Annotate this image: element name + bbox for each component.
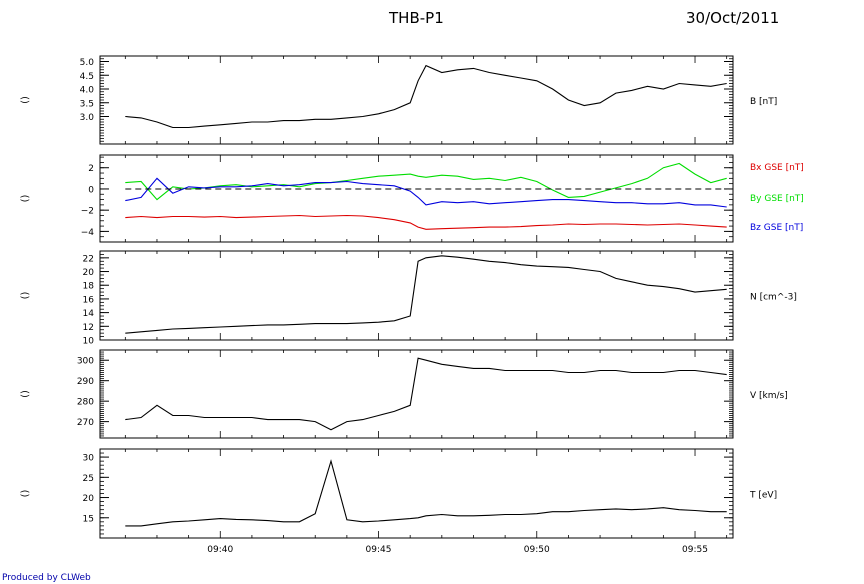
y-tick-label: 15 [83, 514, 94, 524]
y-tick-label: 22 [83, 254, 94, 264]
panel-1-frame [99, 55, 734, 145]
y-tick-label: 18 [83, 282, 95, 292]
legend-entry: By GSE [nT] [750, 194, 804, 204]
legend-entry: Bx GSE [nT] [750, 163, 804, 173]
series-line-by-gse-nt [125, 162, 727, 201]
chart-title: THB-P1 [389, 9, 444, 27]
series-label: N [cm^-3] [750, 293, 797, 303]
y-tick-label: 5.0 [80, 58, 95, 68]
y-tick-label: 10 [83, 337, 95, 347]
panel-tag: () [20, 195, 31, 203]
x-tick-label: 09:40 [207, 545, 233, 555]
legend-entry: Bz GSE [nT] [750, 223, 803, 233]
y-tick-label: 4.5 [80, 72, 94, 82]
y-tick-label: 20 [83, 494, 95, 504]
panel-tag: () [20, 490, 31, 498]
y-tick-label: 300 [77, 357, 94, 367]
series-line-bz-gse-nt [125, 177, 727, 208]
panel-3-frame [99, 250, 734, 341]
series-label: T [eV] [749, 491, 777, 501]
y-tick-label: 14 [83, 309, 95, 319]
panel-tag: () [20, 292, 31, 300]
series-label: V [km/s] [750, 391, 788, 401]
y-tick-label: −2 [81, 207, 94, 217]
y-tick-label: 4.0 [80, 86, 95, 96]
y-tick-label: 2 [88, 164, 94, 174]
x-tick-label: 09:50 [524, 545, 550, 555]
chart-date: 30/Oct/2011 [686, 9, 780, 27]
y-tick-label: 280 [77, 398, 94, 408]
y-tick-label: 270 [77, 418, 94, 428]
panel-tag: () [20, 96, 31, 104]
y-tick-label: 12 [83, 323, 94, 333]
series-line-b-nt [125, 64, 727, 129]
y-tick-label: 25 [83, 474, 94, 484]
panel-tag: () [20, 390, 31, 398]
series-line-n-cm-3 [125, 255, 727, 334]
panel-4-frame [99, 349, 734, 439]
y-tick-label: 30 [83, 454, 95, 464]
y-tick-label: 290 [77, 377, 94, 387]
x-tick-label: 09:55 [682, 545, 708, 555]
series-label: B [nT] [750, 97, 777, 107]
y-tick-label: 3.5 [80, 99, 94, 109]
y-tick-label: 3.0 [80, 113, 95, 123]
y-tick-label: −4 [81, 228, 95, 238]
panel-2-frame [99, 154, 734, 243]
series-line-bx-gse-nt [125, 214, 727, 230]
y-tick-label: 0 [88, 185, 94, 195]
y-tick-label: 16 [83, 295, 95, 305]
series-line-v-km-s [125, 357, 727, 431]
x-tick-label: 09:45 [366, 545, 392, 555]
series-line-t-ev [125, 459, 727, 527]
y-tick-label: 20 [83, 268, 95, 278]
panel-5-frame [99, 448, 734, 539]
credit-label: Produced by CLWeb [2, 573, 91, 583]
